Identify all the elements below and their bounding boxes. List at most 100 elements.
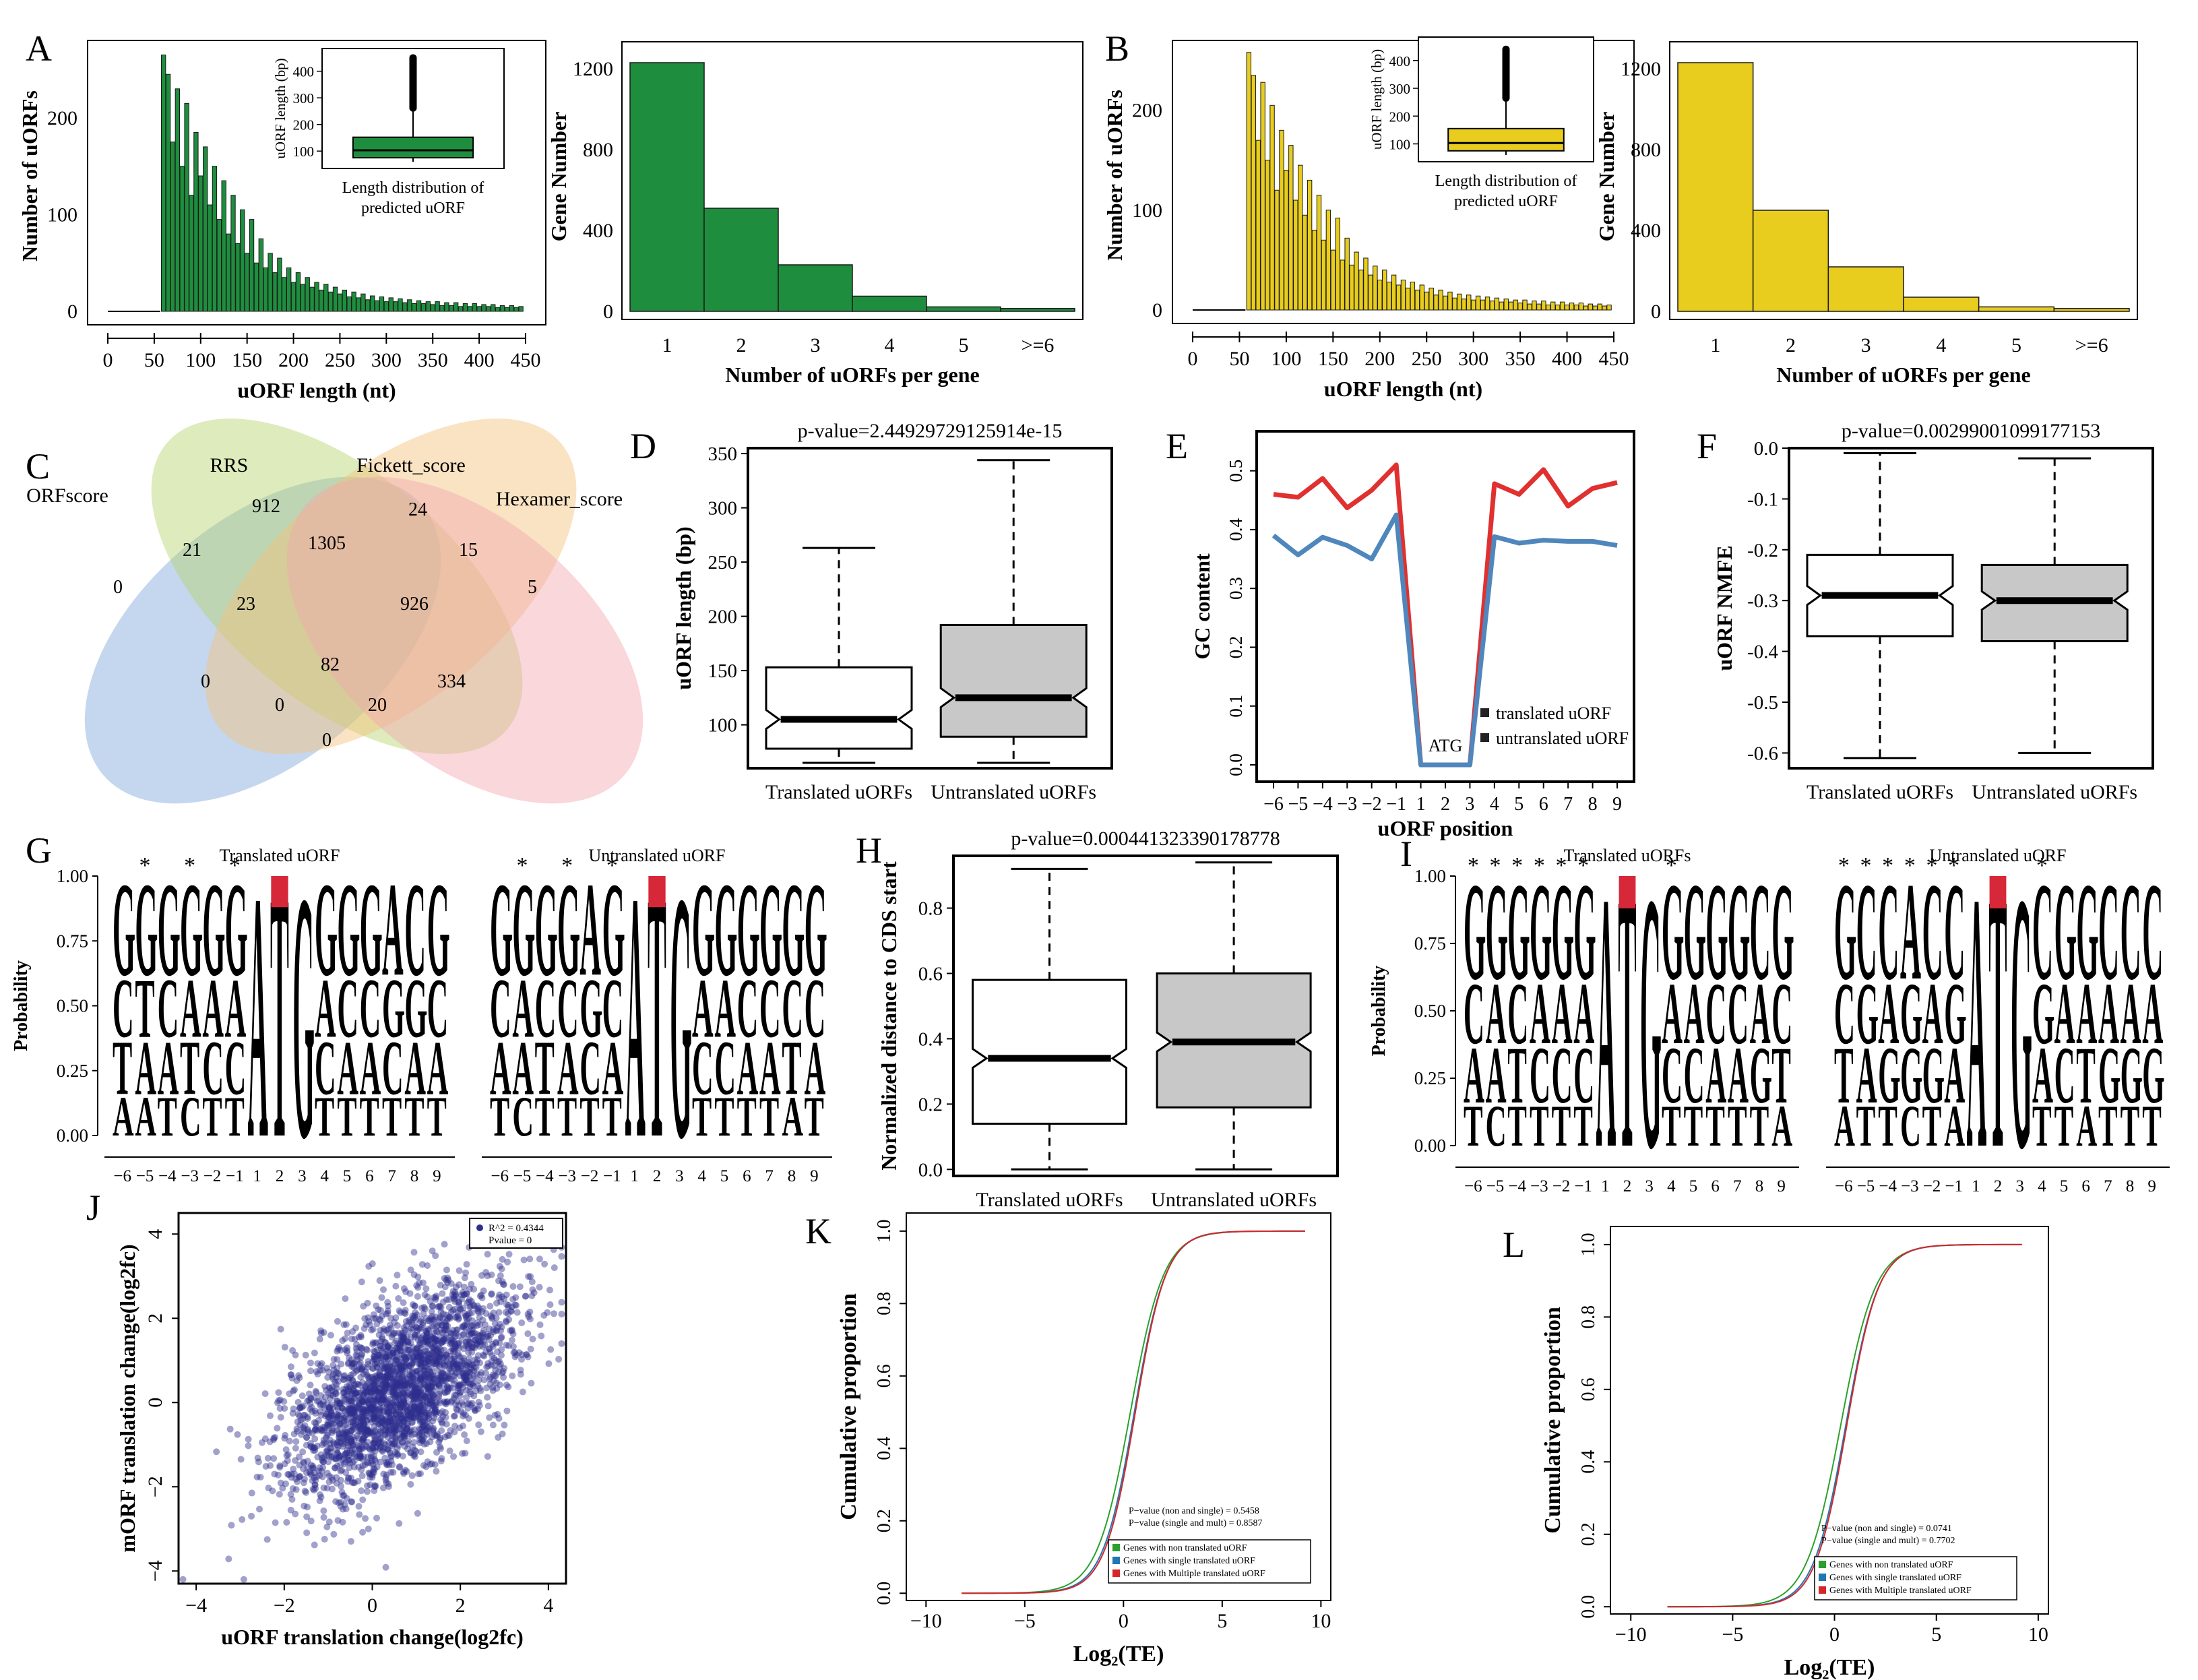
data-point bbox=[285, 1471, 292, 1479]
data-point bbox=[254, 1454, 261, 1462]
data-point bbox=[352, 1390, 359, 1398]
y-tick-label: 0.6 bbox=[918, 963, 943, 985]
x-tick-label: 7 bbox=[2104, 1177, 2112, 1195]
data-point bbox=[425, 1338, 432, 1346]
data-point bbox=[436, 1361, 443, 1368]
data-point bbox=[411, 1331, 418, 1338]
data-point bbox=[558, 1340, 565, 1347]
data-point bbox=[407, 1427, 414, 1434]
data-point bbox=[429, 1344, 437, 1351]
x-tick-label: 1 bbox=[630, 1167, 639, 1185]
logo-letter: G bbox=[535, 855, 558, 1004]
data-point bbox=[371, 1348, 379, 1356]
data-point bbox=[482, 1348, 490, 1356]
data-point bbox=[462, 1312, 470, 1319]
data-point bbox=[436, 1350, 443, 1358]
y-tick-label: 2 bbox=[144, 1313, 166, 1324]
data-point bbox=[345, 1474, 352, 1482]
logo-letter: C bbox=[714, 1024, 736, 1111]
data-point bbox=[503, 1407, 511, 1414]
data-point bbox=[451, 1371, 459, 1378]
data-point bbox=[371, 1356, 379, 1363]
data-point bbox=[456, 1353, 464, 1361]
data-point bbox=[365, 1358, 372, 1365]
data-point bbox=[390, 1355, 398, 1362]
data-point bbox=[511, 1301, 519, 1309]
x-tick-label: −5 bbox=[1722, 1623, 1743, 1646]
y-tick-label: 0.75 bbox=[57, 931, 88, 951]
data-point bbox=[458, 1323, 466, 1330]
data-point bbox=[239, 1516, 246, 1523]
data-point bbox=[272, 1519, 279, 1526]
data-point bbox=[396, 1402, 404, 1409]
data-point bbox=[327, 1409, 335, 1417]
inset-y-label: uORF length (bp) bbox=[1369, 49, 1385, 150]
data-point bbox=[334, 1414, 341, 1422]
data-point bbox=[457, 1381, 464, 1389]
data-point bbox=[309, 1444, 317, 1452]
data-point bbox=[466, 1296, 473, 1303]
data-point bbox=[400, 1332, 407, 1339]
data-point bbox=[443, 1326, 451, 1334]
data-point bbox=[465, 1348, 472, 1356]
data-point bbox=[480, 1326, 487, 1334]
data-point bbox=[474, 1406, 481, 1413]
bar bbox=[1752, 210, 1829, 312]
logo-letter: T bbox=[225, 1085, 245, 1148]
data-point bbox=[541, 1260, 548, 1268]
data-point bbox=[467, 1303, 474, 1310]
x-tick-label: 8 bbox=[1755, 1177, 1764, 1195]
data-point bbox=[255, 1458, 262, 1466]
data-point bbox=[366, 1396, 373, 1403]
data-point bbox=[484, 1394, 491, 1401]
data-point bbox=[234, 1431, 241, 1438]
bar bbox=[1368, 274, 1373, 311]
logo-letter: C bbox=[180, 1085, 201, 1148]
data-point bbox=[480, 1352, 488, 1360]
data-point bbox=[348, 1406, 355, 1413]
data-point bbox=[261, 1435, 269, 1443]
venn-region-count: 334 bbox=[437, 671, 466, 692]
data-point bbox=[460, 1367, 467, 1374]
x-axis-label: Number of uORFs per gene bbox=[725, 363, 979, 387]
data-point bbox=[315, 1417, 322, 1424]
logo-letter: T bbox=[1878, 1094, 1897, 1159]
data-point bbox=[411, 1404, 418, 1411]
data-point bbox=[358, 1413, 366, 1421]
data-point bbox=[353, 1348, 360, 1355]
logo-letter: T bbox=[337, 1085, 356, 1148]
data-point bbox=[519, 1388, 526, 1396]
data-point bbox=[470, 1404, 478, 1412]
x-tick-label: 8 bbox=[1588, 794, 1598, 815]
y-tick-label: 0.75 bbox=[1414, 933, 1446, 954]
data-point bbox=[362, 1382, 369, 1390]
data-point bbox=[396, 1383, 404, 1390]
data-point bbox=[332, 1369, 340, 1376]
data-point bbox=[465, 1315, 472, 1322]
data-point bbox=[417, 1352, 425, 1359]
bar bbox=[268, 253, 273, 312]
data-point bbox=[485, 1336, 493, 1343]
y-tick-label: 0.25 bbox=[57, 1061, 88, 1081]
data-point bbox=[348, 1498, 355, 1505]
data-point bbox=[503, 1381, 510, 1389]
bar bbox=[165, 73, 171, 312]
data-point bbox=[404, 1440, 411, 1448]
x-tick-label: 8 bbox=[2126, 1177, 2135, 1195]
logo-letter: A bbox=[1900, 853, 1921, 1009]
data-point bbox=[312, 1485, 319, 1492]
data-point bbox=[447, 1340, 454, 1348]
data-point bbox=[476, 1332, 484, 1339]
data-point bbox=[340, 1375, 347, 1383]
logo-letter: A bbox=[225, 962, 247, 1056]
data-point bbox=[517, 1371, 524, 1378]
bar bbox=[216, 219, 222, 312]
data-point bbox=[393, 1337, 400, 1344]
data-point bbox=[373, 1514, 381, 1522]
x-tick-label: −5 bbox=[136, 1167, 154, 1185]
data-point bbox=[406, 1380, 414, 1388]
data-point bbox=[429, 1378, 436, 1386]
data-point bbox=[478, 1295, 486, 1302]
data-point bbox=[416, 1376, 424, 1383]
